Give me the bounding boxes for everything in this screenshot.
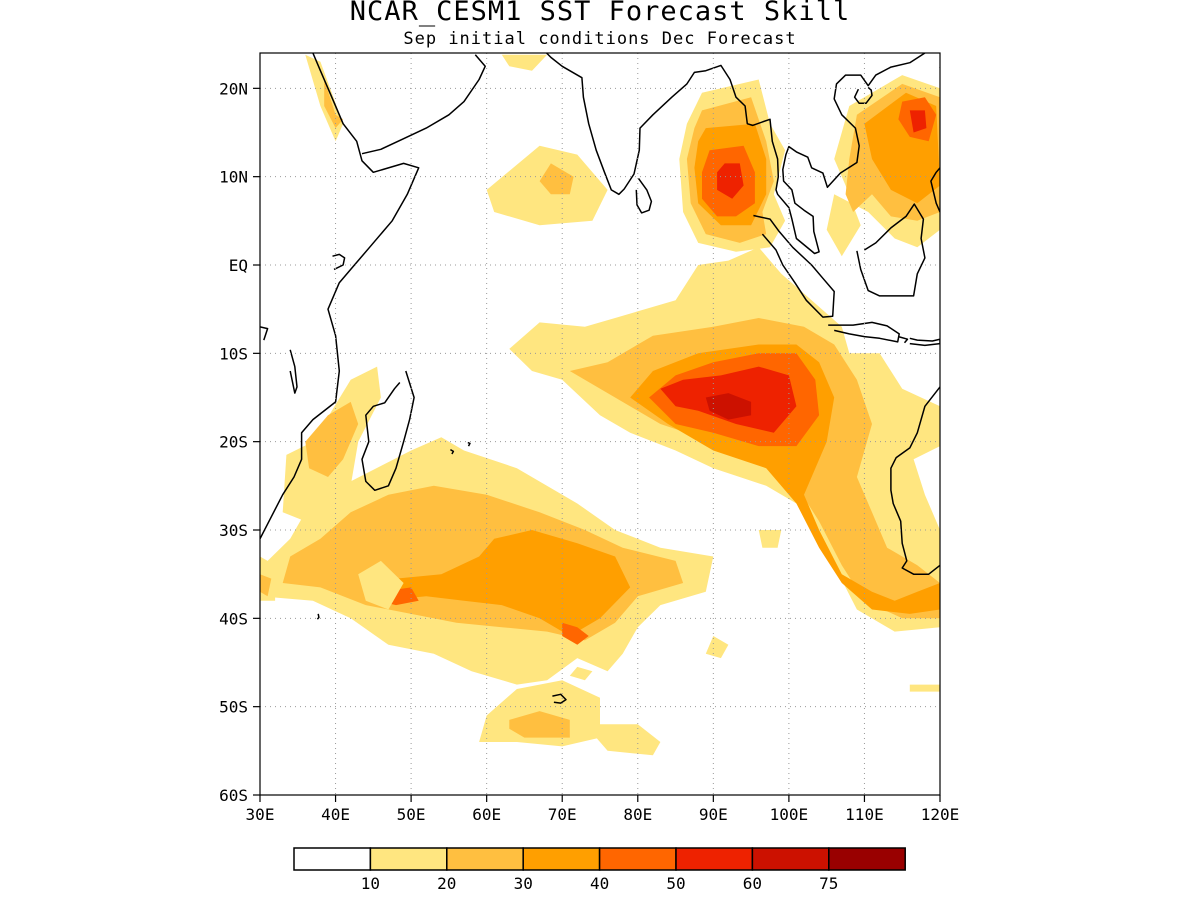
x-tick-label: 90E — [699, 805, 728, 824]
colorbar-label: 20 — [437, 874, 456, 893]
chart-title: NCAR_CESM1 SST Forecast Skill — [349, 0, 851, 27]
y-tick-label: 10N — [219, 168, 248, 187]
colorbar-label: 50 — [666, 874, 685, 893]
coastline — [753, 214, 835, 318]
y-tick-label: 20S — [219, 433, 248, 452]
skill-region — [509, 711, 570, 738]
coastline — [545, 53, 926, 255]
y-tick-label: 30S — [219, 521, 248, 540]
colorbar: 10 20 30 40 50 60 75 — [293, 847, 906, 893]
x-tick-label: 60E — [472, 805, 501, 824]
skill-region — [365, 530, 631, 636]
colorbar-swatch — [369, 847, 448, 871]
skill-region — [705, 636, 729, 659]
grid-lines — [260, 53, 940, 795]
skill-region — [539, 163, 574, 195]
y-tick-label: 40S — [219, 609, 248, 628]
colorbar-label: 60 — [743, 874, 762, 893]
coastline — [361, 54, 486, 155]
coastline — [909, 337, 940, 347]
x-tick-label: 40E — [321, 805, 350, 824]
colorbar-swatch — [828, 847, 906, 871]
coastline — [467, 441, 471, 447]
y-tick-label: 20N — [219, 79, 248, 98]
coastline — [856, 203, 926, 297]
y-tick-label: 10S — [219, 344, 248, 363]
skill-region — [358, 560, 404, 610]
colorbar-swatch — [522, 847, 601, 871]
colorbar-swatch — [598, 847, 677, 871]
skill-region — [705, 393, 752, 420]
skill-region — [592, 724, 661, 756]
x-tick-label: 80E — [623, 805, 652, 824]
x-tick-label: 30E — [246, 805, 275, 824]
y-tick-label: EQ — [229, 256, 248, 275]
coastline — [898, 335, 909, 344]
coastline — [853, 86, 873, 105]
chart-subtitle: Sep initial conditions Dec Forecast — [403, 29, 797, 49]
colorbar-label: 10 — [361, 874, 380, 893]
coastline — [930, 167, 940, 213]
coastline — [289, 349, 298, 394]
x-tick-label: 100E — [770, 805, 809, 824]
colorbar-swatch — [675, 847, 754, 871]
coastline — [552, 693, 567, 704]
skill-contours — [260, 54, 940, 756]
skill-region — [909, 684, 940, 692]
colorbar-swatch — [751, 847, 830, 871]
coastline — [939, 65, 940, 68]
x-tick-label: 70E — [548, 805, 577, 824]
colorbar-label: 75 — [819, 874, 838, 893]
skill-region — [501, 54, 548, 71]
skill-region — [305, 401, 359, 477]
coastline — [316, 613, 320, 620]
skill-region — [260, 574, 272, 597]
skill-region — [909, 110, 927, 133]
coastline — [260, 326, 269, 341]
skill-region — [569, 666, 593, 681]
colorbar-label: 30 — [514, 874, 533, 893]
x-tick-label: 120E — [921, 805, 960, 824]
skill-region — [758, 530, 782, 548]
x-tick-label: 50E — [397, 805, 426, 824]
coastline — [828, 321, 900, 343]
skill-region — [717, 163, 744, 199]
coastlines — [260, 53, 940, 704]
x-tick-label: 110E — [845, 805, 884, 824]
y-tick-label: 50S — [219, 698, 248, 717]
axis-ticks: 30E 40E 50E 60E 70E 80E 90E 100E 110E 120E 20N 10N E… — [219, 79, 959, 824]
skill-region — [324, 79, 344, 129]
coastline — [332, 253, 346, 271]
y-tick-label: 60S — [219, 786, 248, 805]
coastline — [260, 53, 420, 540]
skill-region — [562, 622, 589, 645]
coastline — [635, 177, 653, 214]
colorbar-label: 40 — [590, 874, 609, 893]
coastline — [361, 370, 415, 492]
colorbar-swatch — [446, 847, 524, 871]
plot-frame — [259, 52, 941, 796]
colorbar-swatch — [293, 847, 372, 871]
coastline — [890, 386, 940, 575]
coastline — [450, 448, 455, 455]
